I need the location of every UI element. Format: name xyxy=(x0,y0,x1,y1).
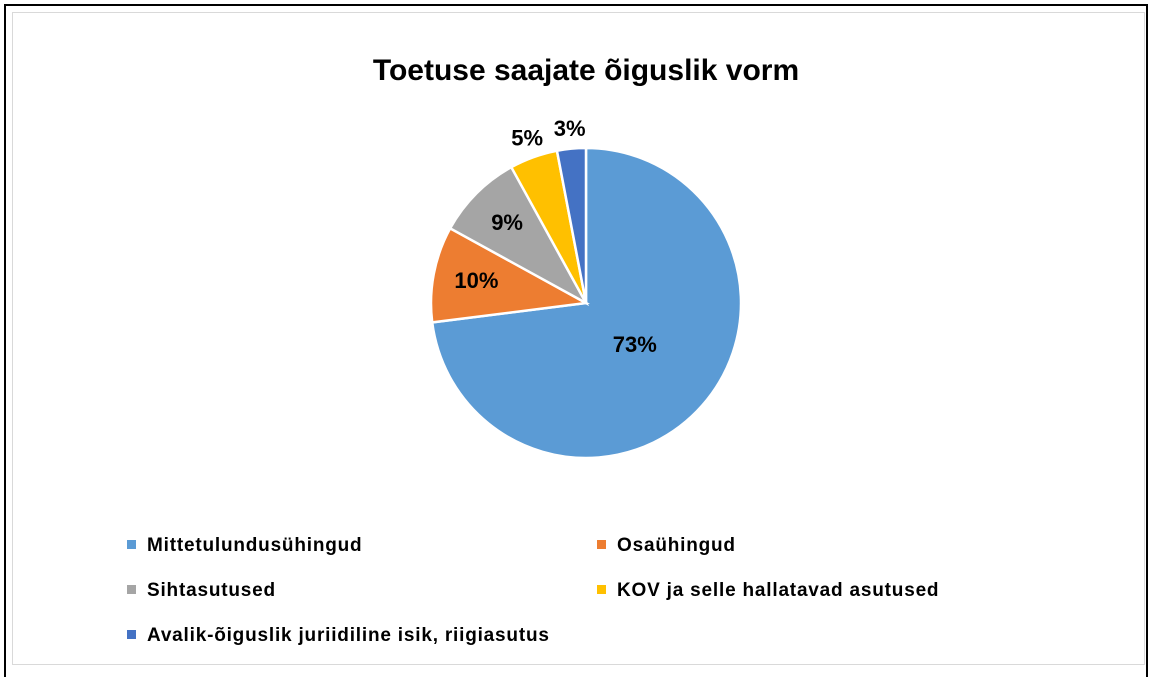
chart-title: Toetuse saajate õiguslik vorm xyxy=(373,54,799,87)
data-label: 9% xyxy=(491,210,523,235)
data-label: 73% xyxy=(613,332,657,357)
legend-swatch xyxy=(127,585,136,594)
data-label: 10% xyxy=(454,268,498,293)
legend-label: Sihtasutused xyxy=(147,580,276,601)
pie-slice xyxy=(429,226,590,324)
legend-label: Mittetulundusühingud xyxy=(147,535,362,556)
legend-swatch xyxy=(597,585,606,594)
pie-slice xyxy=(448,165,590,307)
pie-slice xyxy=(555,146,588,304)
legend-label: Avalik-õiguslik juriidiline isik, riigia… xyxy=(147,625,550,646)
outer-frame xyxy=(4,4,1148,677)
data-label: 5% xyxy=(511,125,543,150)
data-label: 3% xyxy=(554,116,586,141)
legend-swatch xyxy=(127,540,136,549)
legend-swatch xyxy=(597,540,606,549)
legend-label: KOV ja selle hallatavad asutused xyxy=(617,580,939,601)
legend-swatch xyxy=(127,630,136,639)
legend-label: Osaühingud xyxy=(617,535,736,556)
